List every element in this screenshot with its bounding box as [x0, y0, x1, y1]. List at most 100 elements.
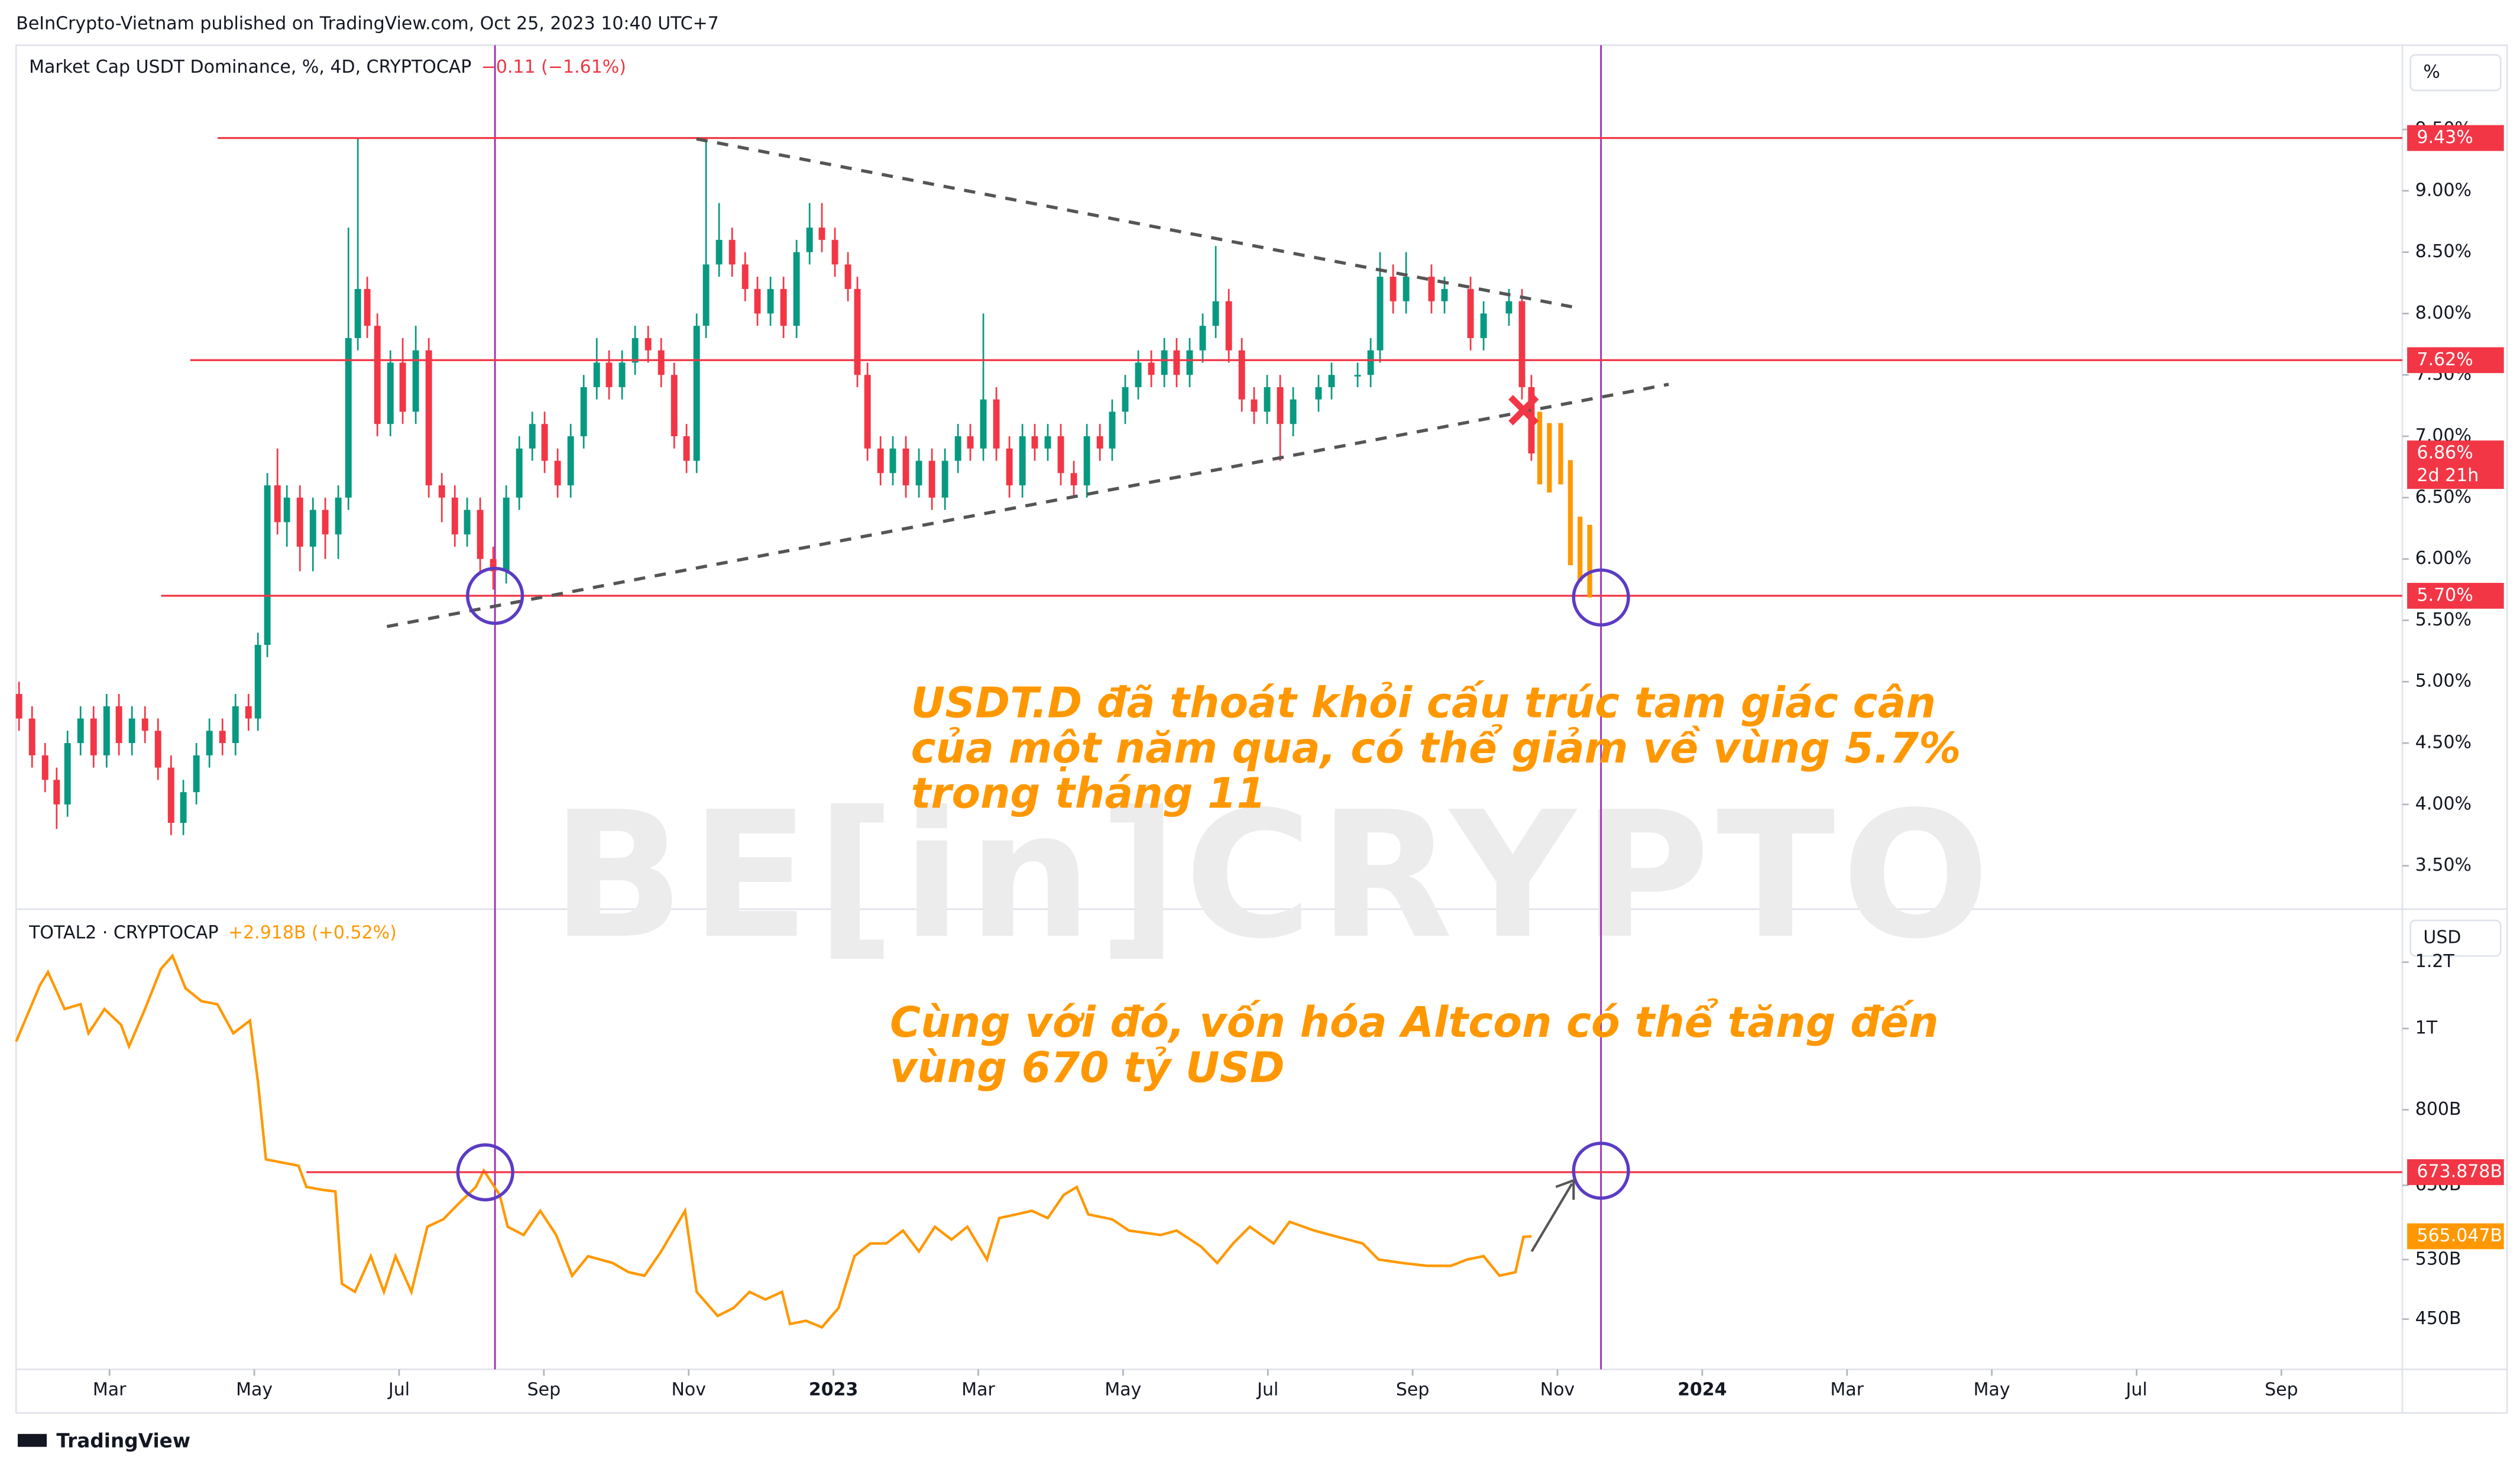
candle-body — [425, 350, 432, 486]
candle-body — [1044, 436, 1051, 449]
x-tick-label: Mar — [961, 1380, 995, 1400]
candle-body — [954, 436, 961, 461]
candle-body — [28, 718, 35, 755]
unit-button[interactable] — [2409, 54, 2502, 92]
candle-body — [902, 448, 909, 486]
candle-body — [1019, 436, 1026, 486]
candle-body — [644, 338, 652, 351]
chart-frame — [15, 44, 2508, 1414]
last-price-box — [2407, 1223, 2504, 1250]
arrow — [1530, 1179, 1575, 1253]
last-price-label: 6.86% — [2417, 443, 2473, 463]
highlight-circle — [1572, 1141, 1630, 1200]
candle-body — [928, 460, 935, 498]
candle-body — [715, 239, 723, 265]
candle-body — [941, 460, 948, 498]
candle-body — [1264, 387, 1271, 412]
annotation: của một năm qua, có thể giảm về vùng 5.7… — [911, 724, 1961, 773]
x-tick-label: Sep — [1396, 1380, 1430, 1400]
candle-body — [1290, 399, 1297, 424]
y-tick-label: 3.50% — [2415, 855, 2472, 875]
x-tick-label: Sep — [2265, 1380, 2298, 1400]
candle-body — [567, 436, 574, 486]
candle-body — [1135, 362, 1142, 387]
y-tick-label: 530B — [2415, 1248, 2461, 1269]
unit-label[interactable]: USD — [2423, 927, 2461, 948]
candle-body — [1212, 301, 1219, 326]
candle-body — [274, 485, 281, 523]
unit-button[interactable] — [2409, 919, 2502, 957]
candle-body — [915, 460, 922, 486]
projection-bars — [1537, 411, 1592, 598]
x-tick-label: May — [1104, 1380, 1141, 1400]
candle-body — [728, 239, 736, 265]
candle-body — [345, 338, 352, 498]
annotation: Cùng với đó, vốn hóa Altcon có thể tăng … — [890, 998, 1938, 1047]
highlight-circle — [466, 566, 524, 625]
candle-body — [167, 767, 174, 823]
candle-body — [1122, 387, 1129, 412]
y-tick-label: 8.50% — [2415, 241, 2472, 262]
candle-body — [374, 326, 381, 424]
candle-body — [793, 252, 800, 326]
candle-body — [657, 350, 665, 375]
candle-body — [1277, 387, 1284, 424]
candle-body — [516, 448, 523, 498]
y-tick-label: 4.00% — [2415, 793, 2472, 814]
candle-body — [1186, 350, 1193, 375]
candle-body — [64, 743, 71, 805]
series-legend: TOTAL2 · CRYPTOCAP — [28, 922, 219, 943]
y-tick-label: 1.2T — [2415, 951, 2455, 972]
candle-body — [322, 510, 329, 535]
series-change: −0.11 (−1.61%) — [481, 57, 626, 77]
candle-body — [1354, 375, 1361, 377]
y-tick-label: 8.00% — [2415, 303, 2472, 323]
trend-line — [696, 137, 1573, 309]
candle-body — [1225, 301, 1232, 351]
y-tick-label: 5.50% — [2415, 609, 2472, 630]
series-change: +2.918B (+0.52%) — [228, 922, 397, 943]
price-label-box — [2407, 347, 2504, 374]
candle-body — [219, 731, 226, 744]
x-tick-label: Jul — [2124, 1380, 2147, 1400]
candle-body — [889, 448, 896, 473]
candle-body — [754, 288, 761, 314]
highlight-circle — [456, 1143, 514, 1202]
candle-body — [115, 706, 122, 744]
candle-body — [618, 362, 626, 387]
candle-body — [818, 228, 825, 240]
candle-body — [967, 436, 974, 449]
candle-body — [1006, 448, 1013, 486]
candle-body — [1428, 277, 1435, 301]
candle-body — [477, 510, 484, 559]
y-tick-label: 9.00% — [2415, 180, 2472, 200]
candle-body — [128, 718, 135, 744]
x-tick-label: Nov — [671, 1380, 706, 1400]
candle-body — [309, 510, 316, 547]
candle-body — [387, 362, 394, 424]
x-tick-label: Mar — [1831, 1380, 1864, 1400]
candle-body — [831, 239, 838, 265]
candle-body — [529, 424, 536, 449]
candle-body — [693, 326, 700, 461]
candle-body — [854, 288, 861, 375]
candle-body — [1251, 399, 1258, 412]
candle-body — [283, 497, 290, 523]
price-label: 5.70% — [2417, 585, 2473, 605]
publish-header: BeInCrypto-Vietnam published on TradingV… — [16, 13, 719, 34]
candle-body — [1467, 288, 1474, 338]
candle-body — [335, 497, 342, 535]
candle-body — [245, 706, 252, 719]
candle-body — [1057, 436, 1064, 473]
y-tick-label: 5.00% — [2415, 671, 2472, 692]
unit-label[interactable]: % — [2423, 61, 2440, 82]
x-tick-label: Sep — [527, 1380, 561, 1400]
candle-body — [877, 448, 884, 473]
series-legend: Market Cap USDT Dominance, %, 4D, CRYPTO… — [29, 57, 471, 77]
candle-body — [90, 718, 97, 755]
x-tick-label: May — [1974, 1380, 2010, 1400]
candle-body — [683, 436, 690, 461]
y-tick-label: 6.00% — [2415, 548, 2472, 569]
